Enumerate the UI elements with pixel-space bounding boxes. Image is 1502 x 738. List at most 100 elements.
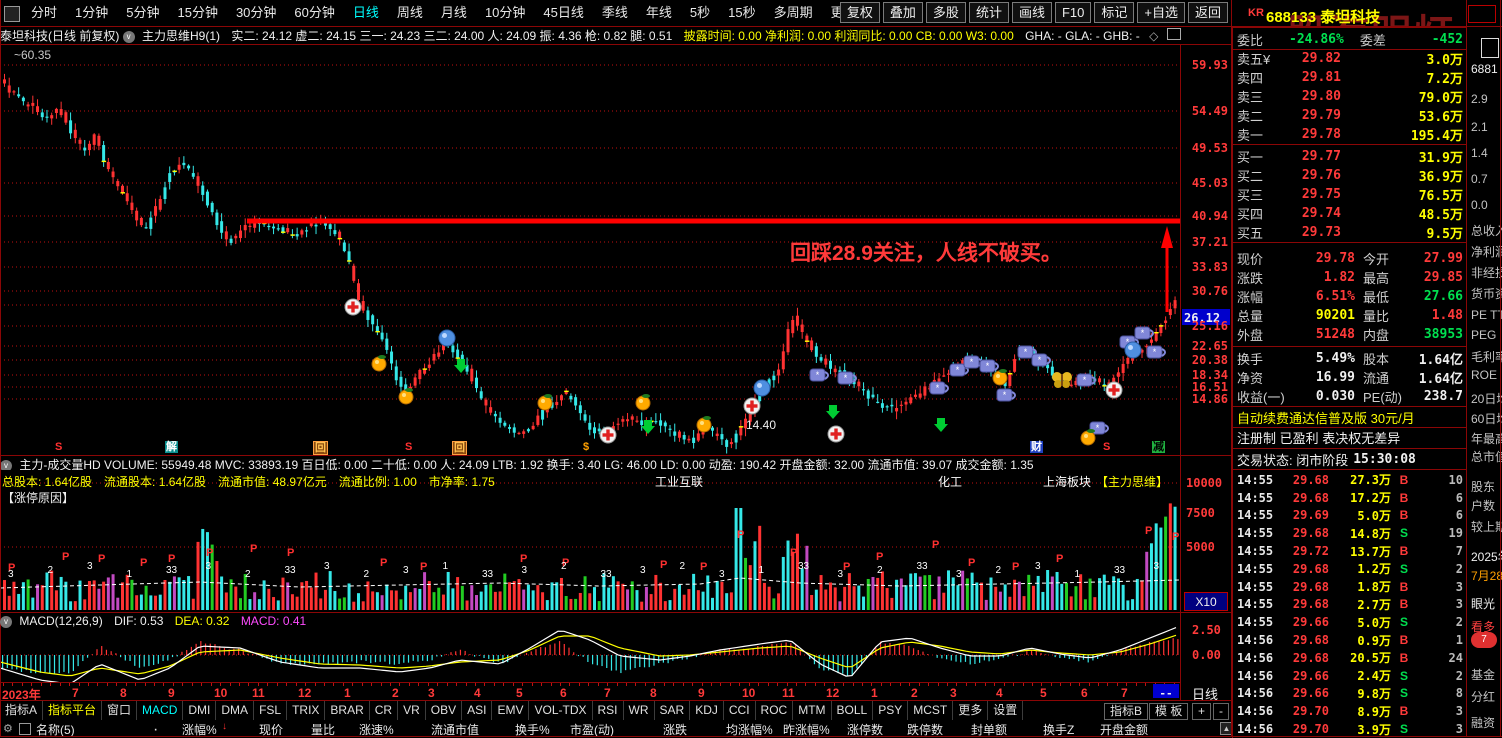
list-column-现价[interactable]: 现价 — [259, 723, 284, 737]
indicator-tab-FSL[interactable]: FSL — [254, 701, 288, 720]
edge-item-户数[interactable]: 户数 — [1471, 499, 1496, 513]
indicator-tab-CCI[interactable]: CCI — [724, 701, 756, 720]
indicator-tab-+[interactable]: + — [1192, 703, 1212, 720]
indicator-tab-ASI[interactable]: ASI — [462, 701, 493, 720]
indicator-tab-指标平台[interactable]: 指标平台 — [43, 701, 103, 720]
menu-period-多周期[interactable]: 多周期 — [773, 5, 813, 20]
menu-period-年线[interactable]: 年线 — [645, 5, 672, 20]
list-column-封单额[interactable]: 封单额 — [971, 723, 1008, 737]
menu-period-30分钟[interactable]: 30分钟 — [235, 5, 277, 20]
list-column-跌停数[interactable]: 跌停数 — [907, 723, 944, 737]
macd-chart[interactable] — [0, 612, 1180, 682]
list-column-市盈(动)[interactable]: 市盈(动) — [570, 723, 614, 737]
edge-item-分红[interactable]: 分红 — [1471, 690, 1496, 704]
topbar-button-叠加[interactable]: 叠加 — [882, 2, 923, 23]
menu-period-5分钟[interactable]: 5分钟 — [126, 5, 160, 20]
indicator-tab-VR[interactable]: VR — [398, 701, 426, 720]
menu-period-15分钟[interactable]: 15分钟 — [177, 5, 218, 20]
list-column-换手%[interactable]: 换手% — [515, 723, 550, 737]
indicator-tab-VOL-TDX[interactable]: VOL-TDX — [529, 701, 593, 720]
edge-item-眼光[interactable]: 眼光 — [1471, 597, 1496, 611]
sector-tag-工业互联[interactable]: 工业互联 — [655, 475, 704, 489]
gear-icon[interactable]: ⚙ — [3, 723, 13, 735]
topbar-button-+自选[interactable]: +自选 — [1137, 2, 1185, 23]
edge-item-2.9[interactable]: 2.9 — [1471, 92, 1488, 106]
indicator-tab-OBV[interactable]: OBV — [426, 701, 463, 720]
indicator-tab-模 板[interactable]: 模 板 — [1149, 703, 1189, 720]
list-column-涨停数[interactable]: 涨停数 — [847, 723, 884, 737]
list-column-昨涨幅%[interactable]: 昨涨幅% — [783, 723, 830, 737]
indicator-tab-WR[interactable]: WR — [624, 701, 655, 720]
edge-item-较上期[interactable]: 较上期 — [1471, 520, 1502, 534]
indicator-tab-TRIX[interactable]: TRIX — [287, 701, 326, 720]
indicator-tab-ROC[interactable]: ROC — [756, 701, 794, 720]
indicator-tab-MTM[interactable]: MTM — [793, 701, 832, 720]
menu-period-15秒[interactable]: 15秒 — [728, 5, 756, 20]
edge-item-看多[interactable]: 看多 — [1471, 620, 1496, 634]
edge-item-6881[interactable]: 6881 — [1471, 62, 1498, 76]
edge-item-股东[interactable]: 股东 — [1471, 480, 1496, 494]
list-column-均涨幅%[interactable]: 均涨幅% — [726, 723, 773, 737]
topbar-button-画线[interactable]: 画线 — [1011, 2, 1052, 23]
edge-item-总市值[interactable]: 总市值 — [1471, 450, 1502, 464]
topbar-button-F10[interactable]: F10 — [1054, 2, 1092, 23]
list-column-涨跌[interactable]: 涨跌 — [663, 723, 688, 737]
collapse-icon[interactable]: v — [0, 615, 12, 628]
edge-item-1.4[interactable]: 1.4 — [1471, 146, 1488, 160]
indicator-tab-设置[interactable]: 设置 — [988, 701, 1024, 720]
trendline[interactable] — [247, 218, 1180, 313]
edge-item-总收入[interactable]: 总收入 — [1471, 224, 1502, 238]
edge-item-净利润[interactable]: 净利润 — [1471, 245, 1502, 259]
indicator-tab-窗口[interactable]: 窗口 — [102, 701, 138, 720]
indicator-name[interactable]: 主力思维H9(1) — [142, 29, 221, 43]
edge-item-7月28[interactable]: 7月28 — [1471, 569, 1502, 583]
edge-item-2025年[interactable]: 2025年 — [1471, 550, 1502, 564]
indicator-tab-更多[interactable]: 更多 — [953, 701, 989, 720]
menu-period-10分钟[interactable]: 10分钟 — [484, 5, 526, 20]
subscription-banner[interactable]: 自动续费通达信普及版 30元/月 — [1237, 410, 1415, 426]
menu-period-分时[interactable]: 分时 — [31, 5, 58, 20]
menu-period-1分钟[interactable]: 1分钟 — [75, 5, 109, 20]
edge-item-2.1[interactable]: 2.1 — [1471, 120, 1488, 134]
indicator-tab-EMV[interactable]: EMV — [492, 701, 530, 720]
edge-item-PE TT[interactable]: PE TT — [1471, 308, 1502, 322]
menu-period-季线[interactable]: 季线 — [601, 5, 628, 20]
collapse-icon[interactable]: v — [122, 30, 135, 43]
indicator-tab-RSI[interactable]: RSI — [593, 701, 624, 720]
list-column-流通市值[interactable]: 流通市值 — [431, 723, 480, 737]
panel-toggle-icon[interactable] — [1166, 28, 1181, 40]
sector-highlight[interactable]: 【主力思维】 — [1096, 475, 1169, 489]
edge-item-基金[interactable]: 基金 — [1471, 668, 1496, 682]
edge-item-毛利率[interactable]: 毛利率 — [1471, 350, 1502, 364]
macd-title[interactable]: MACD(12,26,9) — [19, 614, 103, 628]
scroll-up-icon[interactable]: ▲ — [1220, 722, 1232, 735]
limit-up-reason-label[interactable]: 【涨停原因】 — [2, 491, 75, 505]
edge-item-PEG[interactable]: PEG — [1471, 328, 1497, 342]
corner-box-icon[interactable] — [1468, 5, 1496, 23]
menu-period-月线[interactable]: 月线 — [440, 5, 467, 20]
indicator-tab-SAR[interactable]: SAR — [655, 701, 691, 720]
indicator-tab-DMA[interactable]: DMA — [216, 701, 255, 720]
edge-item-ROE[interactable]: ROE — [1471, 368, 1498, 382]
indicator-tab-MCST[interactable]: MCST — [908, 701, 954, 720]
edge-item-20日均[interactable]: 20日均 — [1471, 392, 1502, 406]
indicator-tab-指标A[interactable]: 指标A — [0, 701, 44, 720]
list-column-量比[interactable]: 量比 — [311, 723, 336, 737]
indicator-tab--[interactable]: - — [1213, 703, 1229, 720]
indicator-tab-KDJ[interactable]: KDJ — [690, 701, 724, 720]
menu-period-日线[interactable]: 日线 — [352, 5, 379, 20]
indicator-tab-BOLL[interactable]: BOLL — [832, 701, 874, 720]
indicator-tab-BRAR[interactable]: BRAR — [325, 701, 370, 720]
edge-item-0.0[interactable]: 0.0 — [1471, 198, 1488, 212]
menu-period-5秒[interactable]: 5秒 — [689, 5, 711, 20]
edge-item-非经损[interactable]: 非经损 — [1471, 266, 1502, 280]
list-column-名称(5)[interactable]: 名称(5) — [36, 723, 75, 737]
tick-list[interactable]: 14:55 29.68 27.3万 B 10 14:55 29.68 17.2万 B 6 14:55… — [1233, 471, 1467, 738]
collapse-icon[interactable]: v — [0, 459, 12, 470]
edge-item-0.7[interactable]: 0.7 — [1471, 172, 1488, 186]
indicator-tab-PSY[interactable]: PSY — [873, 701, 909, 720]
edge-item-60日均[interactable]: 60日均 — [1471, 412, 1502, 426]
topbar-button-多股[interactable]: 多股 — [925, 2, 966, 23]
period-label[interactable]: 日线 — [1192, 687, 1219, 702]
